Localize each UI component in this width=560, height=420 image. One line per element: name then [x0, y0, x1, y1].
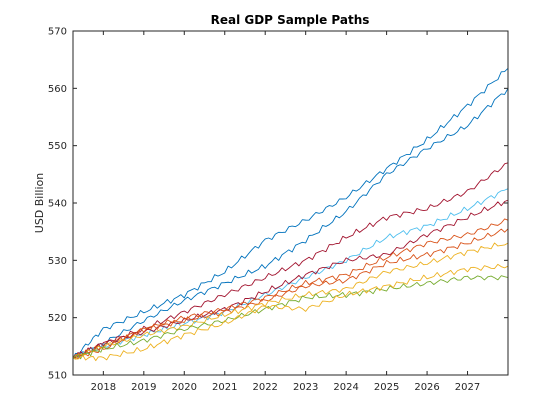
x-tick-label: 2018: [91, 382, 116, 393]
series-line-8: [72, 242, 509, 360]
series-line-2: [72, 88, 509, 360]
series-line-5: [72, 199, 509, 359]
x-tick-label: 2024: [333, 382, 358, 393]
y-tick-label: 530: [48, 256, 67, 267]
x-tick-label: 2025: [374, 382, 399, 393]
series-line-3: [72, 162, 509, 359]
series-line-6: [72, 218, 509, 359]
x-tick-label: 2026: [414, 382, 439, 393]
y-tick-label: 510: [48, 371, 67, 382]
y-tick-label: 520: [48, 313, 67, 324]
x-tick-label: 2022: [252, 382, 277, 393]
x-tick-label: 2019: [131, 382, 156, 393]
x-tick-label: 2020: [172, 382, 197, 393]
y-tick-label: 550: [48, 141, 67, 152]
y-tick-label: 570: [48, 27, 67, 38]
plot-series-group: [72, 67, 509, 362]
series-line-10: [72, 263, 509, 362]
series-line-1: [72, 67, 509, 359]
x-tick-label: 2027: [455, 382, 480, 393]
y-axis-label: USD Billion: [33, 173, 46, 234]
x-tick-label: 2023: [293, 382, 318, 393]
x-tick-label: 2021: [212, 382, 237, 393]
series-line-7: [72, 228, 509, 360]
chart-title: Real GDP Sample Paths: [211, 13, 370, 27]
x-axis: 2018 2019 2020 2021 2022 2023 2024 2025 2026 2027: [91, 31, 480, 393]
y-tick-label: 540: [48, 199, 67, 210]
plot-frame: [72, 30, 509, 376]
y-tick-label: 560: [48, 84, 67, 95]
y-axis: 510 520 530 540 550 560 570: [48, 27, 508, 382]
